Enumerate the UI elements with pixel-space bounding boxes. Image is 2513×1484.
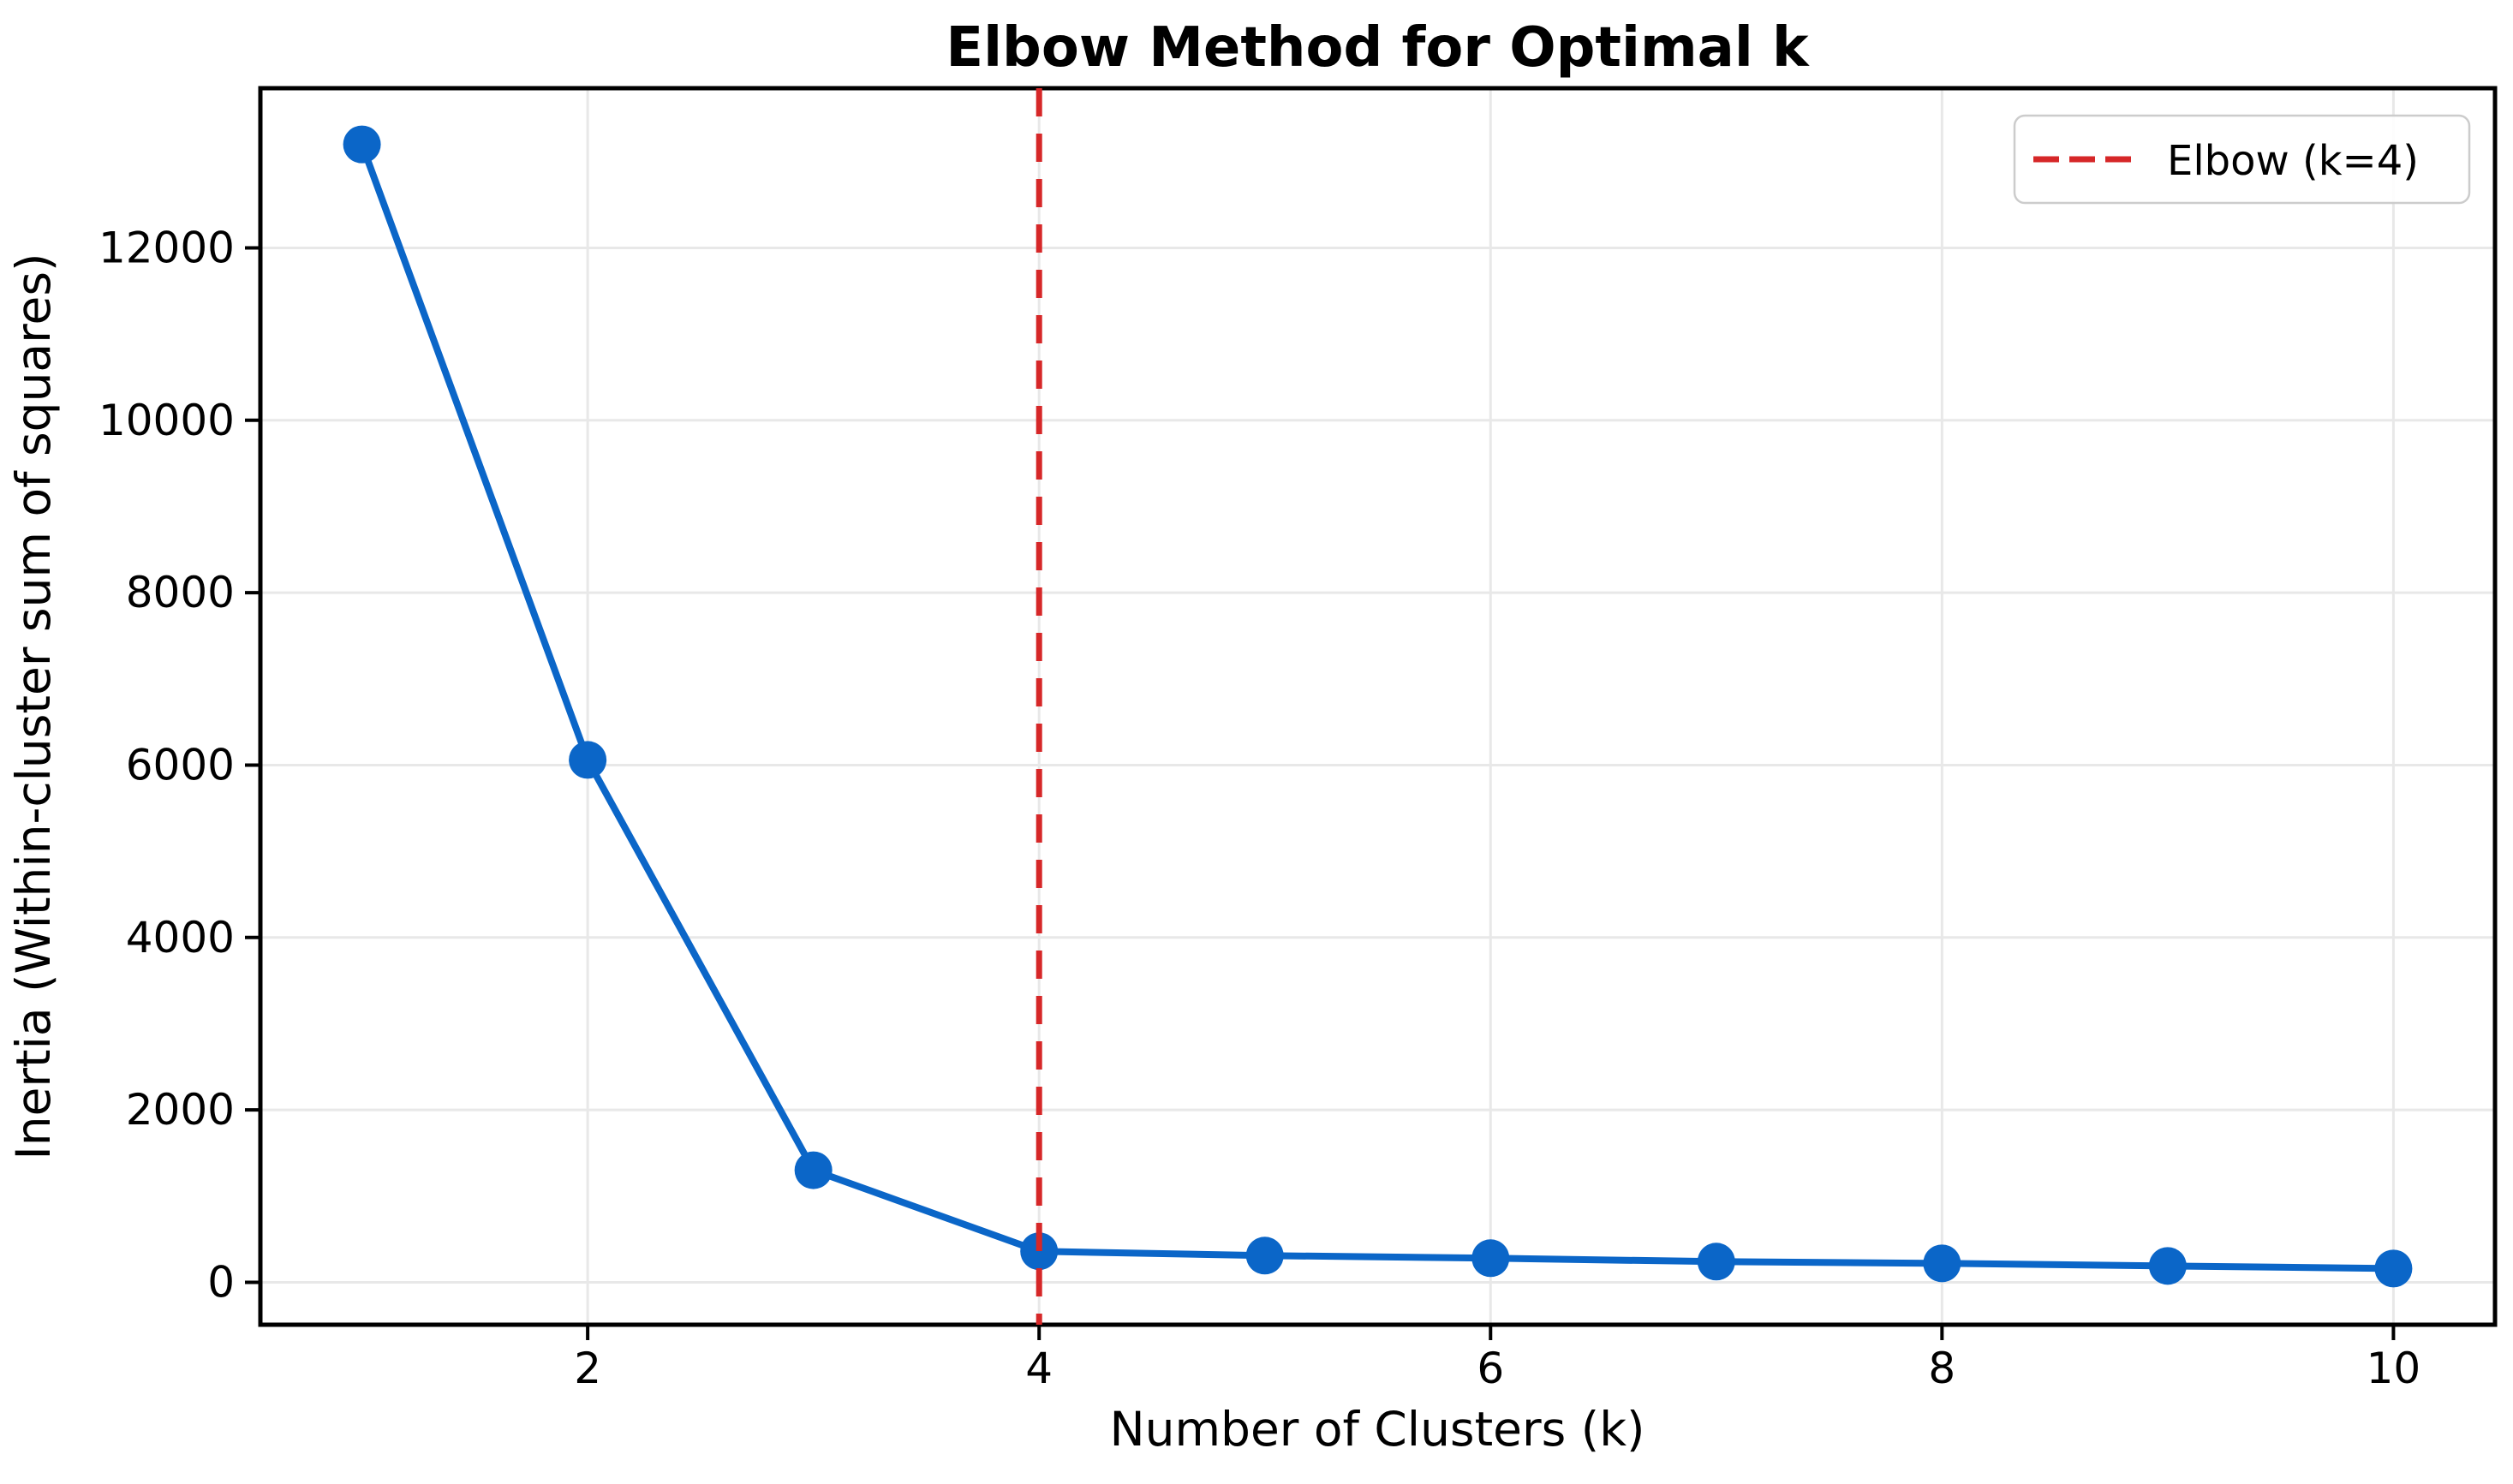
data-point-k4 — [1020, 1232, 1059, 1271]
x-axis-label: Number of Clusters (k) — [1109, 1402, 1644, 1457]
chart-title: Elbow Method for Optimal k — [946, 16, 1810, 80]
x-tick-labels: 2 4 6 8 10 — [574, 1344, 2420, 1393]
data-point-k2 — [569, 741, 607, 779]
inertia-line — [358, 140, 2397, 1272]
plot-border — [258, 86, 2498, 1327]
data-point-k10 — [2374, 1249, 2413, 1288]
x-tick-label: 10 — [2367, 1344, 2421, 1393]
y-tick-labels: 0 2000 4000 6000 8000 10000 12000 — [98, 223, 235, 1307]
data-point-k3 — [794, 1151, 833, 1189]
y-tick-label: 10000 — [98, 396, 235, 445]
data-point-k7 — [1697, 1243, 1735, 1281]
x-tick-label: 6 — [1477, 1344, 1504, 1393]
data-point-k6 — [1471, 1239, 1510, 1278]
y-axis-label: Inertia (Within-cluster sum of squares) — [6, 253, 61, 1160]
y-tick-label: 0 — [207, 1257, 235, 1307]
data-point-k5 — [1245, 1237, 1284, 1275]
gridlines — [260, 88, 2495, 1325]
y-tick-label: 12000 — [98, 223, 235, 272]
inertia-series — [343, 125, 2413, 1288]
data-point-k1 — [343, 125, 381, 164]
data-point-k9 — [2148, 1247, 2187, 1285]
y-tick-label: 4000 — [126, 913, 235, 963]
data-point-k8 — [1923, 1244, 1961, 1283]
x-tick-label: 2 — [574, 1344, 601, 1393]
x-tick-label: 8 — [1928, 1344, 1955, 1393]
legend: Elbow (k=4) — [2013, 114, 2471, 205]
x-tick-label: 4 — [1025, 1344, 1053, 1393]
legend-box — [2013, 114, 2471, 205]
y-tick-label: 6000 — [126, 740, 235, 790]
tick-marks — [245, 246, 2396, 1340]
y-tick-label: 8000 — [126, 568, 235, 617]
legend-label: Elbow (k=4) — [2167, 137, 2419, 185]
y-tick-label: 2000 — [126, 1085, 235, 1135]
